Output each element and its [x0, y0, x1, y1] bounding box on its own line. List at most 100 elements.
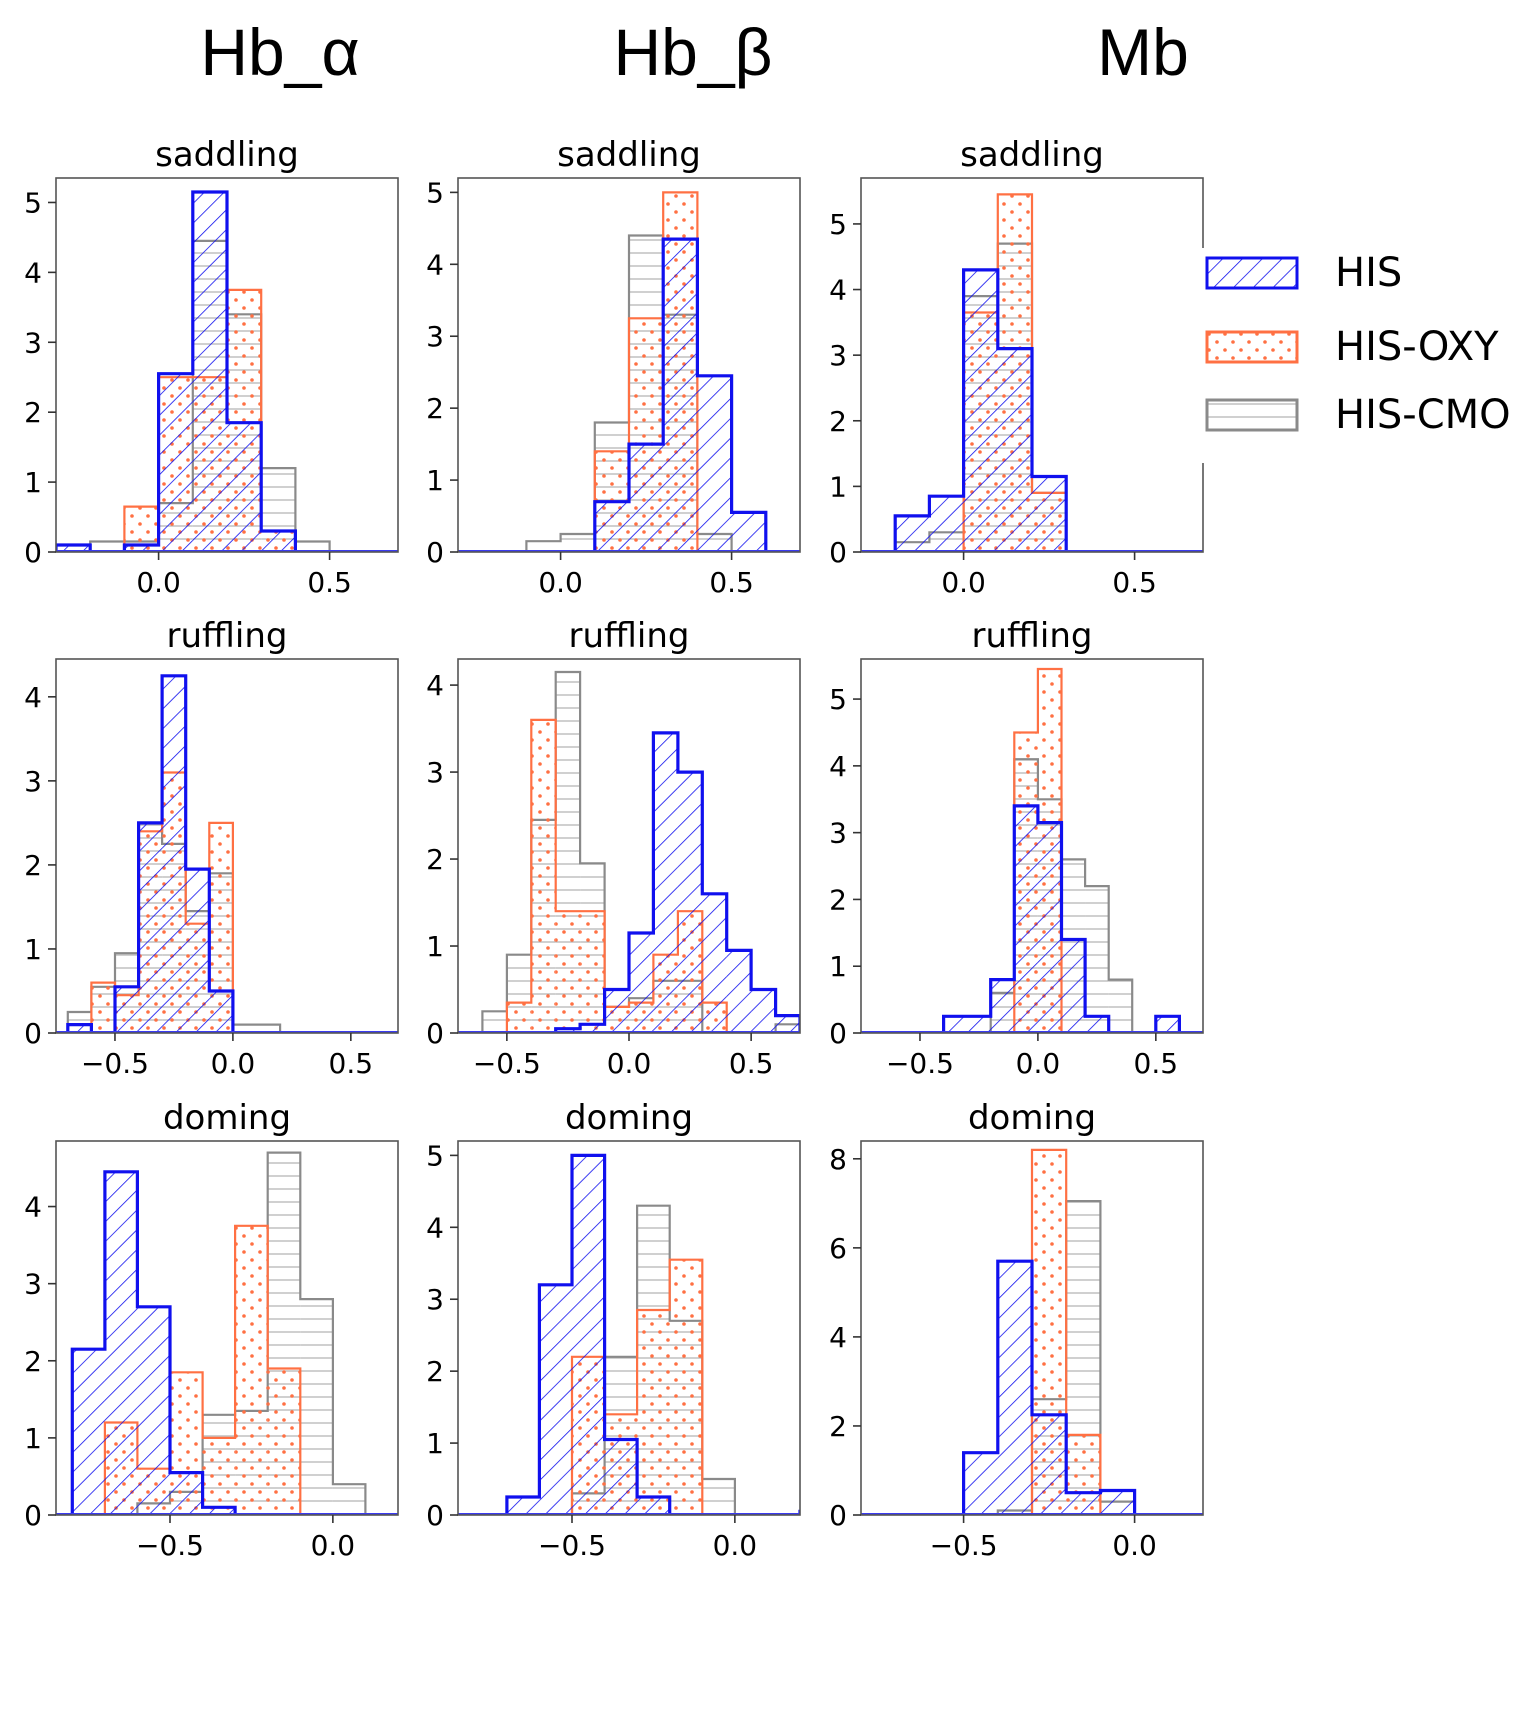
subplot-saddling-hb-alpha: saddling 0 1 2 3 4 5 0.0 0.5	[24, 135, 399, 599]
subplot-doming-hb-alpha: doming 0 1 2 3 4 −0.5 0.0	[24, 1098, 399, 1562]
subplot-ruffling-hb-beta-ytick-label-3: 3	[426, 756, 444, 789]
subplot-ruffling-mb-bar-his-3	[1014, 805, 1038, 1033]
subplot-doming-hb-beta-ytick-label-0: 0	[426, 1499, 444, 1532]
subplot-saddling-hb-beta-ytick-label-4: 4	[426, 248, 444, 281]
subplot-saddling-hb-beta-frame	[457, 177, 801, 553]
subplot-ruffling-mb-ytick-label-5: 5	[829, 683, 847, 716]
subplot-doming-hb-alpha-ytick-label-3: 3	[24, 1268, 42, 1301]
subplot-ruffling-hb-beta-outline-his	[554, 731, 800, 1033]
subplot-doming-hb-alpha-bar-his-oxy-5	[267, 1368, 301, 1515]
subplot-doming-mb-ytick-label-0: 0	[829, 1499, 847, 1532]
subplot-ruffling-hb-alpha: ruffling 0 1 2 3 4 −0.5 0.0 0.5	[24, 616, 399, 1080]
subplot-doming-hb-alpha-ytick-label-2: 2	[24, 1345, 42, 1378]
subplot-doming-hb-alpha-xtick-label-0: 0.0	[311, 1529, 356, 1562]
subplot-doming-hb-beta-bars	[505, 1153, 800, 1515]
subplot-doming-mb-ytick-label-4: 4	[829, 1321, 847, 1354]
subplot-saddling-mb-bar-his-1	[929, 496, 964, 552]
subplot-ruffling-mb-outline-his-oxy	[1013, 667, 1063, 1033]
subplot-ruffling-hb-alpha-ytick-label-4: 4	[24, 681, 42, 714]
subplot-doming-hb-alpha-xtick-label-0-5: −0.5	[136, 1529, 204, 1562]
subplot-ruffling-hb-alpha-bar-his-0	[67, 1024, 92, 1033]
subplot-saddling-hb-alpha-ytick-label-3: 3	[24, 326, 42, 359]
subplot-doming-hb-beta-bar-his-cmo-4	[702, 1479, 735, 1515]
subplot-saddling-hb-beta-bar-his-3	[697, 375, 732, 552]
subplot-doming-hb-beta-bar-his-1	[539, 1284, 572, 1515]
subplot-ruffling-hb-alpha-bar-his-oxy-0	[91, 982, 115, 1033]
subplot-doming-hb-beta-ytick-label-3: 3	[426, 1283, 444, 1316]
subplot-ruffling-hb-beta-bar-his-3	[629, 932, 654, 1033]
subplot-ruffling-hb-beta-bar-his-0	[555, 1028, 581, 1033]
subplot-ruffling-mb-bar-his-4	[1037, 822, 1062, 1033]
subplot-saddling-hb-alpha-bar-his-cmo-0	[90, 541, 125, 552]
subplot-saddling-hb-alpha-title: saddling	[155, 135, 299, 175]
subplot-doming-hb-alpha-bar-his-oxy-4	[235, 1225, 268, 1515]
legend-entry-his-cmo: HIS-CMO	[1175, 390, 1540, 450]
subplot-doming-hb-alpha-bar-his-3	[170, 1472, 203, 1515]
subplot-saddling-mb-bar-his-0	[895, 515, 930, 552]
legend: HIS HIS-OXY HIS-CMO	[1175, 248, 1540, 463]
subplot-ruffling-hb-alpha-xtick-label-0-5: −0.5	[81, 1047, 149, 1080]
subplot-doming-hb-beta-ytick-label-2: 2	[426, 1355, 444, 1388]
subplot-ruffling-mb-bar-his-5	[1061, 939, 1086, 1033]
subplot-saddling-hb-beta-ytick-label-3: 3	[426, 320, 444, 353]
subplot-ruffling-hb-alpha-bar-his-4	[162, 675, 186, 1033]
subplot-saddling-mb-ytick-label-1: 1	[829, 470, 847, 503]
subplot-saddling-hb-beta-outline-his	[593, 237, 768, 552]
subplot-saddling-hb-alpha-ytick-label-5: 5	[24, 186, 42, 219]
subplot-ruffling-mb-ytick-label-1: 1	[829, 950, 847, 983]
subplot-doming-hb-alpha-ytick-label-1: 1	[24, 1422, 42, 1455]
subplot-ruffling-hb-beta-xtick-label-0-5: −0.5	[473, 1047, 541, 1080]
subplot-saddling-hb-beta-bars	[525, 191, 768, 552]
subplot-ruffling-mb-outline-his	[942, 804, 1181, 1033]
subplot-ruffling-hb-beta-bar-his-2	[604, 989, 629, 1033]
subplot-doming-hb-beta-xtick-label-0-5: −0.5	[538, 1529, 606, 1562]
subplot-saddling-hb-alpha-bar-his-cmo-6	[295, 541, 330, 552]
subplot-doming-mb-title: doming	[968, 1098, 1096, 1138]
subplot-doming-hb-alpha-ytick-label-0: 0	[24, 1499, 42, 1532]
subplot-ruffling-hb-alpha-xtick-label-0-5: 0.5	[329, 1047, 374, 1080]
subplot-doming-hb-alpha-bar-his-4	[202, 1507, 236, 1515]
subplot-ruffling-mb-ytick-label-2: 2	[829, 883, 847, 916]
subplot-saddling-mb-bar-his-3	[997, 348, 1032, 552]
subplot-saddling-mb-ytick-label-4: 4	[829, 274, 847, 307]
subplot-saddling-hb-beta-bar-his-4	[731, 512, 766, 552]
subplot-ruffling-mb-title: ruffling	[972, 616, 1093, 656]
subplot-doming-mb: doming 0 2 4 6 8 −0.5 0.0	[829, 1098, 1204, 1562]
subplot-doming-mb-xtick-label-0-5: −0.5	[930, 1529, 998, 1562]
subplot-ruffling-mb-ytick-label-0: 0	[829, 1017, 847, 1050]
subplot-doming-hb-alpha-bar-his-cmo-5	[300, 1299, 333, 1515]
subplot-doming-mb-ytick-label-6: 6	[829, 1232, 847, 1265]
subplot-doming-hb-alpha-bars	[70, 1151, 367, 1515]
subplot-doming-mb-ytick-label-2: 2	[829, 1410, 847, 1443]
subplot-ruffling-mb: ruffling 0 1 2 3 4 5 −0.5 0.0 0.5	[829, 616, 1204, 1080]
subplot-saddling-hb-beta-bar-his-2	[663, 239, 698, 552]
subplot-saddling-hb-beta: saddling 0 1 2 3 4 5 0.0 0.5	[426, 135, 801, 599]
subplot-ruffling-hb-beta-title: ruffling	[569, 616, 690, 656]
subplot-doming-hb-beta-bar-his-3	[604, 1439, 638, 1515]
subplot-doming-mb-ytick-label-8: 8	[829, 1143, 847, 1176]
legend-swatch-his	[1205, 256, 1299, 290]
legend-label-his: HIS	[1335, 250, 1403, 296]
subplot-saddling-hb-beta-xtick-label-0: 0.0	[538, 566, 583, 599]
legend-swatch-his-cmo	[1205, 398, 1299, 432]
subplot-doming-hb-alpha-bar-his-oxy-3	[202, 1437, 236, 1515]
subplot-doming-mb-frame	[860, 1140, 1204, 1516]
subplot-ruffling-hb-alpha-title: ruffling	[167, 616, 288, 656]
subplot-doming-hb-beta-ytick-label-5: 5	[426, 1139, 444, 1172]
subplot-saddling-hb-alpha-bar-his-5	[227, 422, 262, 552]
subplot-ruffling-hb-alpha-bar-his-2	[114, 986, 139, 1033]
subplot-ruffling-hb-beta-bar-his-oxy-2	[555, 911, 581, 1033]
legend-entry-his-oxy: HIS-OXY	[1175, 322, 1540, 382]
subplot-saddling-hb-alpha-bar-his-0	[56, 545, 91, 552]
subplot-doming-hb-alpha-bar-his-1	[104, 1171, 138, 1515]
subplot-doming-hb-beta-bar-his-4	[637, 1497, 670, 1515]
subplot-saddling-mb-ytick-label-2: 2	[829, 405, 847, 438]
subplot-ruffling-hb-beta-bar-his-8	[751, 989, 776, 1033]
subplot-saddling-hb-alpha-bar-his-2	[124, 545, 159, 552]
subplot-saddling-mb-bar-his-4	[1032, 476, 1067, 552]
subplot-ruffling-hb-alpha-ytick-label-2: 2	[24, 849, 42, 882]
subplot-ruffling-hb-alpha-outline-his	[66, 674, 235, 1033]
subplot-saddling-mb-bar-his-2	[963, 269, 998, 552]
subplot-ruffling-hb-alpha-ytick-label-1: 1	[24, 933, 42, 966]
